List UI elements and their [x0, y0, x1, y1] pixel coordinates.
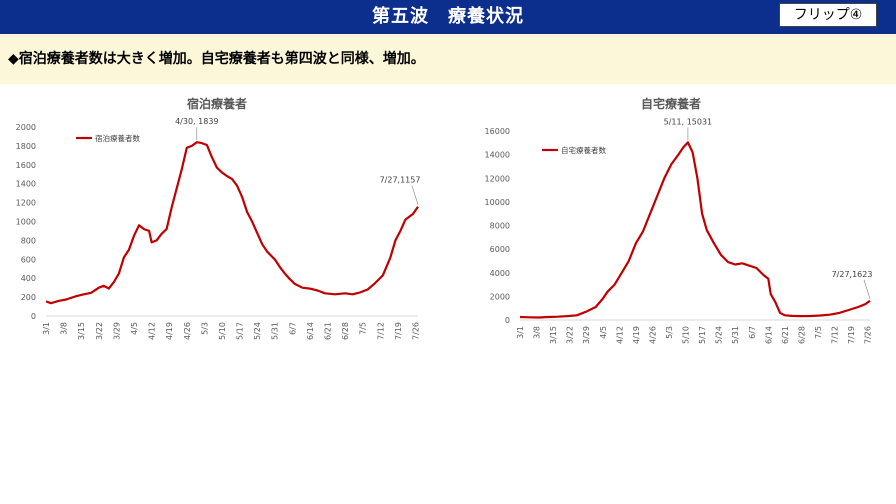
legend-label: 宿泊療養者数	[95, 133, 140, 143]
hotel-recuperation-chart: 宿泊療養者 0 200 400 600 800 1000 1200 1400 1600 1800 20…	[16, 96, 421, 340]
data-label: 4/30, 1839	[175, 117, 218, 126]
x-tick-label: 5/3	[200, 322, 209, 335]
y-tick-label: 0	[505, 316, 510, 325]
x-tick-label: 3/29	[112, 322, 121, 340]
x-tick-label: 5/3	[665, 326, 674, 339]
y-tick-label: 4000	[490, 269, 510, 278]
headline-band	[0, 34, 896, 84]
x-tick-label: 6/7	[288, 322, 297, 335]
flip-label: フリップ④	[779, 3, 877, 27]
x-tick-label: 7/26	[411, 322, 420, 340]
y-tick-label: 2000	[16, 123, 36, 132]
data-label: 7/27,1623	[832, 270, 873, 279]
y-tick-label: 6000	[490, 245, 510, 254]
x-tick-label: 5/17	[236, 322, 245, 340]
x-tick-label: 5/31	[271, 322, 280, 340]
x-tick-label: 6/28	[341, 322, 350, 340]
x-tick-label: 7/19	[847, 326, 856, 344]
y-tick-label: 200	[21, 293, 36, 302]
y-tick-label: 1400	[16, 180, 36, 189]
series-line	[45, 141, 419, 305]
x-tick-label: 3/29	[582, 326, 591, 344]
y-tick-label: 0	[31, 312, 36, 321]
x-tick-label: 4/19	[632, 326, 641, 344]
x-tick-label: 5/24	[715, 326, 724, 344]
x-tick-label: 7/19	[394, 322, 403, 340]
x-tick-label: 5/24	[253, 322, 262, 340]
header-bar	[0, 0, 896, 34]
x-tick-label: 7/12	[831, 326, 840, 344]
y-tick-label: 12000	[485, 174, 510, 183]
y-tick-label: 8000	[490, 222, 510, 231]
y-tick-label: 16000	[485, 127, 510, 136]
chart-title: 自宅療養者	[641, 96, 701, 111]
x-tick-label: 3/15	[77, 322, 86, 340]
x-tick-label: 6/21	[324, 322, 333, 340]
x-tick-label: 3/1	[516, 326, 525, 339]
data-label: 7/27,1157	[380, 176, 421, 185]
home-recuperation-chart: 自宅療養者 0 2000 4000 6000 8000 10000 12000 14000 160…	[485, 96, 873, 344]
y-tick-label: 10000	[485, 198, 510, 207]
data-label: 5/11, 15031	[664, 117, 713, 126]
headline-text: ◆宿泊療養者数は大きく増加。自宅療養者も第四波と同様、増加。	[8, 51, 425, 67]
annotation-leader	[863, 279, 871, 299]
y-tick-label: 1600	[16, 161, 36, 170]
y-tick-label: 800	[21, 236, 36, 245]
annotation-leader	[411, 185, 419, 205]
x-tick-label: 3/1	[42, 322, 51, 335]
x-tick-label: 4/5	[599, 326, 608, 339]
x-tick-label: 4/26	[183, 322, 192, 340]
x-tick-label: 7/26	[864, 326, 873, 344]
x-tick-label: 5/17	[698, 326, 707, 344]
x-tick-label: 6/14	[306, 322, 315, 340]
legend-label: 自宅療養者数	[561, 145, 606, 155]
y-tick-label: 600	[21, 255, 36, 264]
series-line	[519, 141, 871, 319]
x-tick-label: 3/22	[95, 322, 104, 340]
x-tick-label: 6/21	[781, 326, 790, 344]
x-tick-label: 6/28	[797, 326, 806, 344]
chart-title: 宿泊療養者	[187, 96, 247, 111]
x-tick-label: 4/26	[648, 326, 657, 344]
x-tick-label: 3/8	[60, 322, 69, 335]
x-tick-label: 4/5	[130, 322, 139, 335]
y-tick-label: 2000	[490, 292, 510, 301]
x-tick-label: 7/5	[359, 322, 368, 335]
x-tick-label: 6/7	[748, 326, 757, 339]
page-title: 第五波 療養状況	[372, 6, 524, 27]
x-tick-label: 7/5	[814, 326, 823, 339]
x-tick-label: 3/15	[549, 326, 558, 344]
x-tick-label: 6/14	[764, 326, 773, 344]
y-tick-label: 1200	[16, 199, 36, 208]
x-tick-label: 4/12	[615, 326, 624, 344]
x-tick-label: 4/19	[165, 322, 174, 340]
x-tick-label: 3/8	[533, 326, 542, 339]
y-tick-label: 1000	[16, 218, 36, 227]
x-tick-label: 5/31	[731, 326, 740, 344]
x-tick-label: 3/22	[566, 326, 575, 344]
x-tick-label: 5/10	[218, 322, 227, 340]
x-tick-label: 7/12	[376, 322, 385, 340]
x-tick-label: 5/10	[682, 326, 691, 344]
y-tick-label: 14000	[485, 151, 510, 160]
y-tick-label: 1800	[16, 142, 36, 151]
y-tick-label: 400	[21, 274, 36, 283]
x-tick-label: 4/12	[148, 322, 157, 340]
